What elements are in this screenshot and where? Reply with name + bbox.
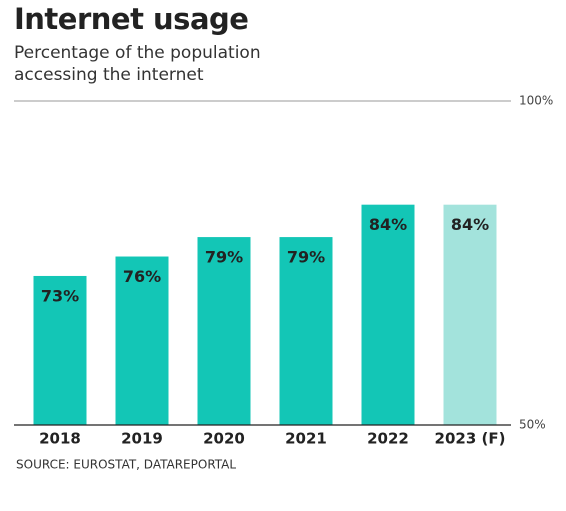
chart-title: Internet usage [14, 2, 249, 36]
value-label: 76% [123, 267, 161, 286]
x-tick-label: 2019 [121, 430, 163, 448]
bar [443, 204, 497, 425]
bar [197, 237, 251, 425]
value-label: 73% [41, 286, 79, 305]
x-tick-label: 2023 (F) [435, 430, 506, 448]
value-label: 84% [369, 215, 407, 234]
x-tick-label: 2022 [367, 430, 409, 448]
value-label: 79% [205, 248, 243, 267]
bar [33, 275, 87, 425]
x-tick-label: 2018 [39, 430, 81, 448]
bar [115, 256, 169, 425]
bar [279, 237, 333, 425]
source-note: SOURCE: EUROSTAT, DATAREPORTAL [16, 458, 236, 472]
y-tick-label: 100% [519, 94, 553, 108]
bar [361, 204, 415, 425]
value-label: 79% [287, 248, 325, 267]
chart-subtitle: Percentage of the population accessing t… [14, 43, 261, 85]
y-tick-label: 50% [519, 418, 546, 432]
x-tick-label: 2021 [285, 430, 327, 448]
value-label: 84% [451, 215, 489, 234]
x-tick-label: 2020 [203, 430, 245, 448]
